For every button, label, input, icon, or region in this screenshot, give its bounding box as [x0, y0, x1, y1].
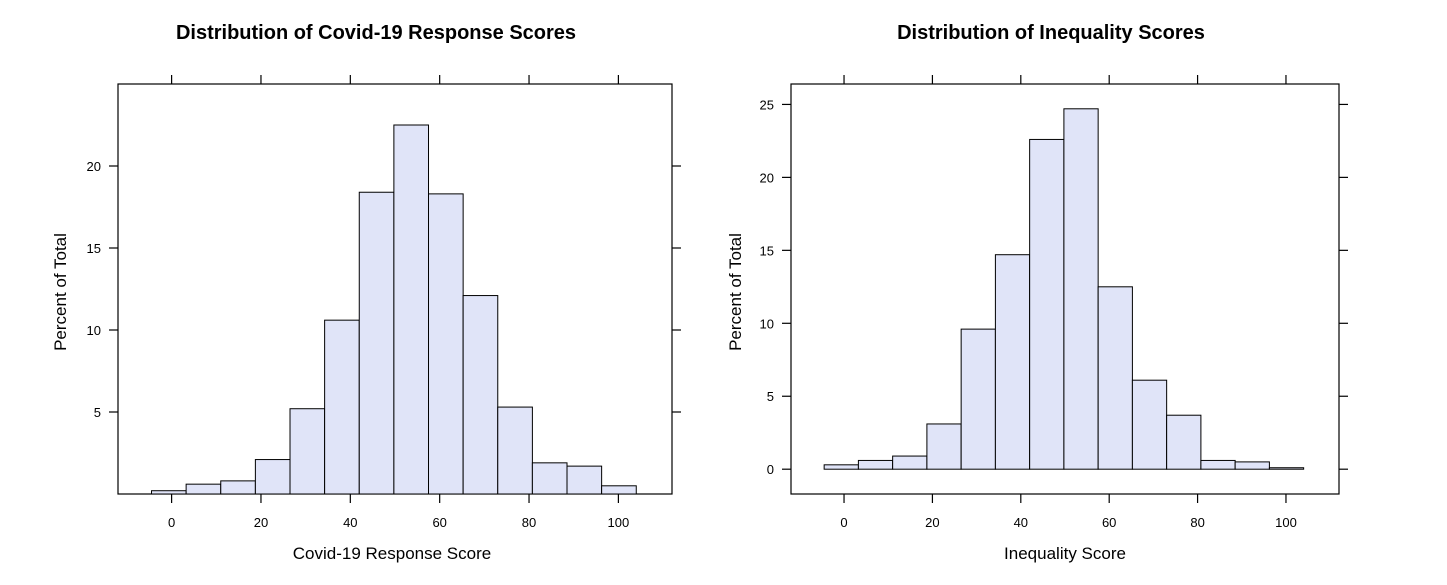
histogram-bar-3 — [926, 423, 962, 470]
covid-response-histogram: Distribution of Covid-19 Response Scores… — [51, 22, 681, 563]
plot-frame — [790, 83, 1340, 495]
y-axis-label: Percent of Total — [726, 233, 745, 351]
histogram-bar-2 — [220, 480, 256, 495]
histogram-bar-5 — [324, 319, 360, 495]
x-tick-label: 40 — [343, 515, 357, 530]
histogram-bar-0 — [151, 490, 187, 495]
histogram-bar-11 — [531, 462, 568, 495]
chart-title: Distribution of Inequality Scores — [897, 22, 1205, 44]
x-ticks-group: 0 20 40 60 80 100 — [168, 75, 629, 530]
y-tick-label: 20 — [87, 159, 101, 174]
histogram-bar-10 — [1166, 414, 1202, 470]
x-tick-label: 60 — [432, 515, 446, 530]
x-tick-label: 100 — [1275, 515, 1297, 530]
y-tick-label: 10 — [760, 316, 774, 331]
inequality-histogram: Distribution of Inequality Scores 0 20 40 6… — [726, 22, 1348, 563]
x-tick-label: 40 — [1014, 515, 1028, 530]
histogram-bar-12 — [1234, 461, 1270, 470]
histogram-bar-6 — [1029, 138, 1065, 470]
x-axis-label: Covid-19 Response Score — [293, 544, 491, 563]
histogram-bar-8 — [428, 193, 464, 495]
y-ticks-group: 5 10 15 20 — [87, 159, 681, 420]
x-tick-label: 20 — [254, 515, 268, 530]
histogram-bar-6 — [358, 191, 395, 495]
histogram-bar-8 — [1097, 286, 1133, 470]
histogram-bar-7 — [1063, 108, 1099, 470]
histogram-bar-1 — [185, 483, 222, 495]
x-tick-label: 80 — [1190, 515, 1204, 530]
y-tick-label: 25 — [760, 97, 774, 112]
x-ticks-group: 0 20 40 60 80 100 — [840, 75, 1297, 530]
y-tick-label: 20 — [760, 170, 774, 185]
x-tick-label: 20 — [925, 515, 939, 530]
x-tick-label: 100 — [608, 515, 630, 530]
histogram-bar-4 — [289, 408, 326, 495]
x-tick-label: 0 — [840, 515, 847, 530]
x-tick-label: 0 — [168, 515, 175, 530]
histogram-bar-13 — [601, 485, 637, 495]
histogram-bar-10 — [497, 406, 533, 495]
histogram-bar-2 — [892, 455, 928, 470]
histogram-bar-11 — [1200, 459, 1236, 470]
y-tick-label: 0 — [767, 462, 774, 477]
histogram-bar-0 — [823, 464, 859, 470]
histogram-bar-1 — [857, 459, 894, 470]
bars-group — [151, 124, 637, 495]
y-tick-label: 5 — [94, 405, 101, 420]
bars-group — [823, 108, 1305, 470]
y-tick-label: 5 — [767, 389, 774, 404]
y-ticks-group: 0 5 10 15 20 25 — [760, 97, 1348, 477]
histogram-bar-5 — [994, 254, 1031, 470]
y-tick-label: 10 — [87, 323, 101, 338]
y-axis-label: Percent of Total — [51, 233, 70, 351]
histogram-bar-3 — [254, 459, 291, 495]
histogram-bar-4 — [960, 328, 996, 470]
histogram-bar-9 — [462, 295, 499, 495]
histogram-bar-13 — [1268, 467, 1305, 470]
chart-title: Distribution of Covid-19 Response Scores — [176, 22, 576, 44]
y-tick-label: 15 — [87, 241, 101, 256]
y-tick-label: 15 — [760, 243, 774, 258]
x-tick-label: 80 — [522, 515, 536, 530]
histogram-bar-7 — [393, 124, 430, 495]
histogram-bar-12 — [566, 465, 603, 495]
x-axis-label: Inequality Score — [1004, 544, 1126, 563]
histogram-bar-9 — [1131, 379, 1168, 470]
x-tick-label: 60 — [1102, 515, 1116, 530]
